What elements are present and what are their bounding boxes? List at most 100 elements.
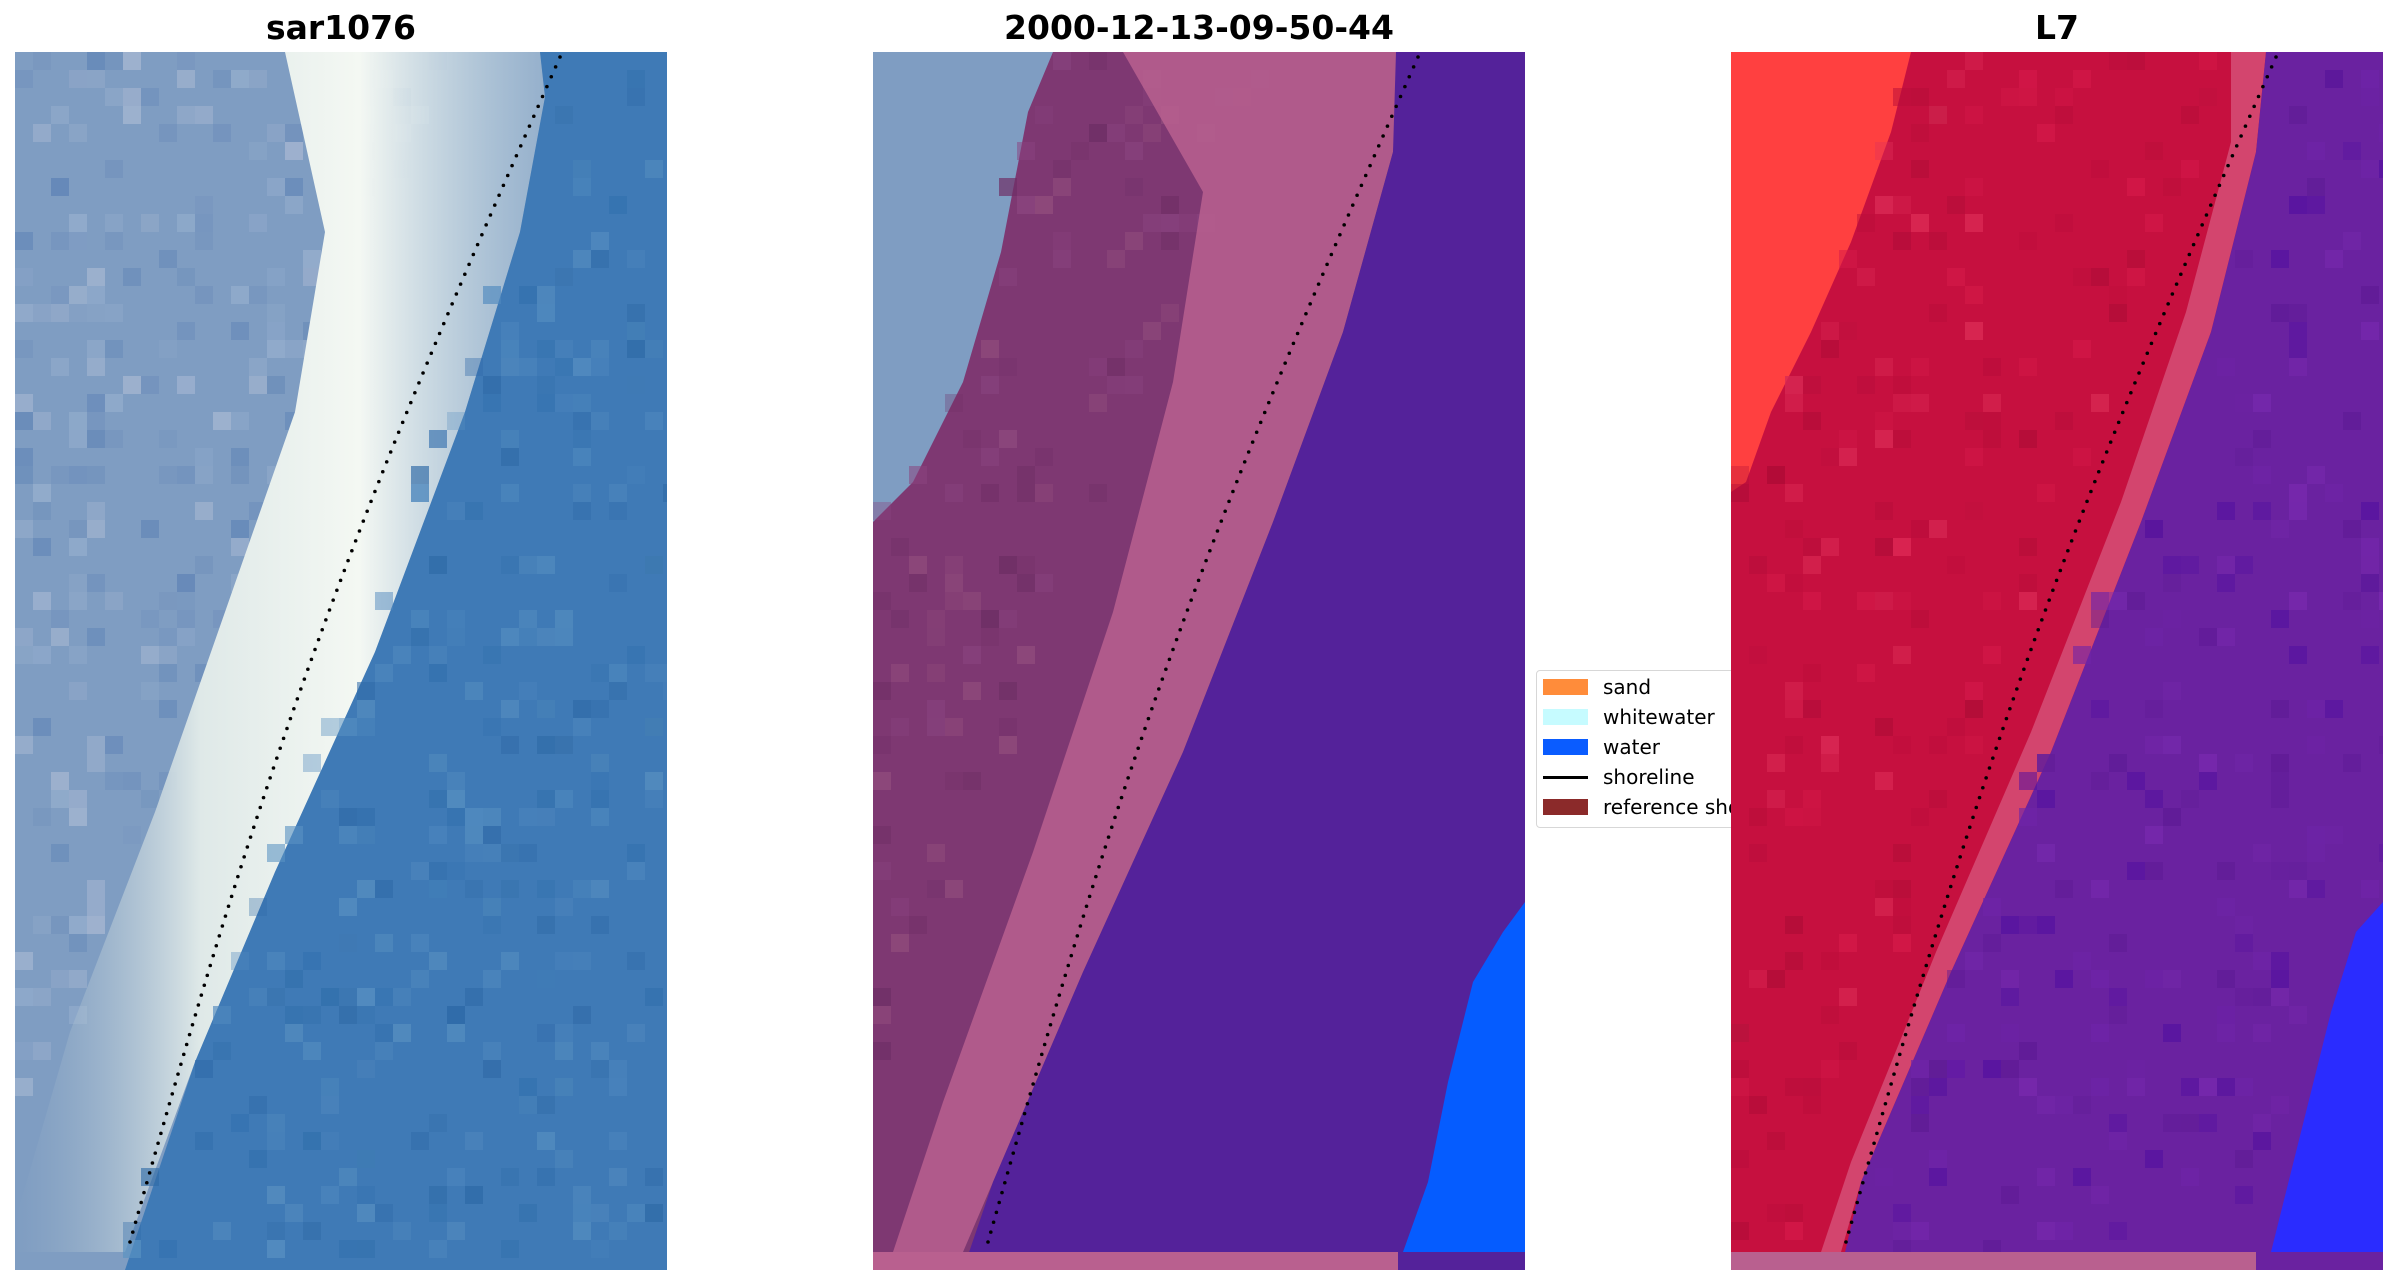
texture-pixel [645,412,663,430]
texture-pixel [159,466,177,484]
shoreline-point [1849,1220,1854,1225]
texture-pixel [627,70,645,88]
shoreline-point [306,667,310,672]
texture-pixel [33,484,51,502]
texture-pixel [69,70,87,88]
shoreline-point [1316,282,1321,286]
shoreline-point [278,746,282,751]
texture-pixel [537,286,555,304]
texture-pixel [2001,970,2019,988]
texture-pixel [105,772,123,790]
texture-pixel [2217,574,2235,592]
texture-pixel [1125,340,1143,358]
texture-pixel [2289,646,2307,664]
texture-pixel [1893,1204,1911,1222]
shoreline-point [1045,1032,1050,1037]
texture-pixel [537,340,555,358]
shoreline-point [1011,1151,1016,1155]
texture-pixel [1839,448,1857,466]
texture-pixel [15,736,33,754]
texture-pixel [15,340,33,358]
texture-pixel [555,1078,573,1096]
texture-pixel [2235,556,2253,574]
shoreline-point [446,311,450,316]
texture-pixel [1965,700,1983,718]
texture-pixel [87,70,105,88]
shoreline-point [505,173,510,178]
texture-pixel [195,466,213,484]
texture-pixel [465,880,483,898]
shoreline-point [1136,746,1140,751]
texture-pixel [177,610,195,628]
shoreline-point [1167,657,1172,662]
texture-pixel [87,286,105,304]
texture-pixel [1875,718,1893,736]
texture-pixel [1089,358,1107,376]
shoreline-point [1355,193,1359,198]
texture-pixel [1857,268,1875,286]
texture-pixel [2253,988,2271,1006]
shoreline-point [1106,835,1111,839]
texture-pixel [69,592,87,610]
texture-pixel [1839,934,1857,952]
texture-pixel [591,916,609,934]
texture-pixel [537,916,555,934]
texture-pixel [1947,268,1965,286]
texture-pixel [2361,538,2379,556]
shoreline-point [1246,450,1251,454]
texture-pixel [51,844,69,862]
shoreline-point [2036,627,2041,632]
shoreline-points [986,55,1420,1244]
texture-pixel [2145,628,2163,646]
texture-pixel [555,106,573,124]
texture-pixel [285,196,303,214]
texture-pixel [69,430,87,448]
texture-pixel [873,826,891,844]
shoreline-point [1403,84,1407,89]
shoreline-point [1903,1032,1908,1037]
texture-pixel [1803,664,1821,682]
texture-pixel [1767,1132,1785,1150]
texture-pixel [2343,142,2361,160]
texture-pixel [1785,1222,1803,1240]
texture-pixel [1893,844,1911,862]
texture-pixel [1035,106,1053,124]
texture-pixel [555,898,573,916]
shoreline-point [1385,124,1390,128]
texture-pixel [645,556,663,574]
texture-pixel [609,502,627,520]
shoreline-point [1054,1003,1059,1007]
shoreline-point [281,736,286,741]
texture-pixel [393,646,411,664]
texture-pixel [1893,592,1911,610]
texture-pixel [1875,358,1893,376]
bright-water-area [1403,902,1525,1252]
shoreline-point [268,776,272,780]
texture-pixel [2289,484,2307,502]
shoreline-point [1100,855,1104,859]
texture-pixel [339,898,357,916]
shoreline-point [527,124,532,128]
texture-pixel [537,970,555,988]
texture-pixel [1911,88,1929,106]
texture-pixel [573,250,591,268]
texture-pixel [393,988,411,1006]
texture-pixel [909,574,927,592]
shoreline-point [1994,746,1998,751]
shoreline-point [145,1180,149,1185]
shoreline-point [2029,647,2033,652]
shoreline-point [1034,1072,1038,1076]
shoreline-point [1174,637,1179,642]
texture-pixel [1947,1060,1965,1078]
texture-pixel [591,790,609,808]
texture-pixel [2055,880,2073,898]
index-image [1731,52,2383,1270]
texture-pixel [465,844,483,862]
texture-pixel [447,1006,465,1024]
texture-pixel [1785,916,1803,934]
texture-pixel [465,1186,483,1204]
shoreline-point [2145,351,2150,356]
surf-zone [15,52,545,1252]
shoreline-point [170,1092,175,1096]
texture-pixel [1749,1096,1767,1114]
